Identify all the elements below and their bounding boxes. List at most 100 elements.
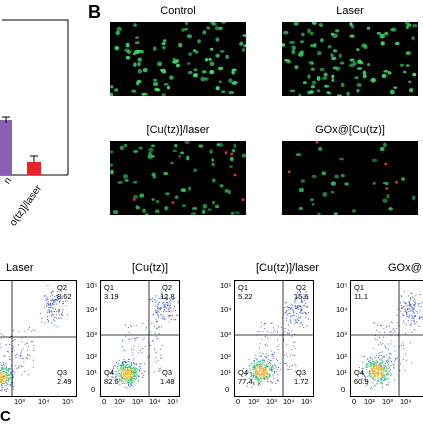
flow-event bbox=[2, 379, 3, 380]
flow-event bbox=[377, 362, 378, 363]
cell-green bbox=[138, 69, 142, 74]
flow-event bbox=[276, 369, 277, 370]
flow-event bbox=[131, 362, 132, 363]
bar-purple bbox=[0, 120, 12, 175]
flow-event bbox=[48, 303, 49, 304]
cell-green bbox=[202, 30, 206, 34]
cell-green bbox=[133, 23, 136, 27]
flow-event bbox=[165, 304, 166, 305]
cell-green bbox=[411, 36, 415, 40]
flow-event bbox=[296, 322, 297, 323]
flow-event bbox=[304, 305, 305, 306]
cell-green bbox=[337, 94, 342, 96]
flow-cutzl-xtick-2: 10² bbox=[248, 397, 259, 406]
cell-green bbox=[221, 90, 225, 93]
flow-event bbox=[300, 322, 301, 323]
flow-event bbox=[375, 377, 376, 378]
flow-event bbox=[137, 337, 138, 338]
cell-green bbox=[294, 65, 298, 69]
flow-event bbox=[421, 306, 422, 307]
flow-event bbox=[371, 373, 372, 374]
flow-event bbox=[298, 320, 299, 321]
cell-green bbox=[239, 42, 242, 45]
cell-green bbox=[193, 68, 197, 71]
flow-event bbox=[136, 369, 137, 370]
flow-event bbox=[263, 353, 264, 354]
flow-event bbox=[259, 372, 260, 373]
cell-green bbox=[331, 75, 334, 79]
flow-cutz-q2-label: Q2 bbox=[162, 284, 172, 292]
flow-event bbox=[294, 364, 295, 365]
flow-event bbox=[259, 370, 260, 371]
flow-event bbox=[119, 379, 120, 380]
flow-title-laser: Laser bbox=[6, 262, 34, 274]
cell-green bbox=[229, 91, 235, 94]
flow-event bbox=[249, 368, 250, 369]
flow-event bbox=[299, 306, 300, 307]
flow-event bbox=[409, 302, 410, 303]
flow-event bbox=[374, 379, 375, 380]
flow-event bbox=[409, 315, 410, 316]
flow-event bbox=[137, 369, 138, 370]
cell-red bbox=[172, 201, 175, 204]
cell-green bbox=[301, 179, 306, 183]
cell-green bbox=[373, 182, 376, 185]
flow-event bbox=[403, 359, 404, 360]
flow-event bbox=[276, 367, 277, 368]
flow-event bbox=[126, 377, 127, 378]
cell-green bbox=[185, 141, 190, 144]
flow-event bbox=[23, 361, 24, 362]
flow-event bbox=[381, 344, 382, 345]
flow-event bbox=[386, 360, 387, 361]
flow-event bbox=[291, 307, 292, 308]
flow-event bbox=[118, 363, 119, 364]
flow-event bbox=[257, 374, 258, 375]
flow-event bbox=[9, 377, 10, 378]
cell-green bbox=[135, 36, 139, 39]
flow-event bbox=[412, 310, 413, 311]
flow-event bbox=[175, 310, 176, 311]
flow-event bbox=[369, 370, 370, 371]
flow-event bbox=[382, 368, 383, 369]
cell-green bbox=[187, 34, 192, 38]
cell-green bbox=[289, 41, 295, 44]
flow-event bbox=[381, 359, 382, 360]
flow-event bbox=[411, 293, 412, 294]
flow-event bbox=[62, 309, 63, 310]
cell-red bbox=[225, 151, 228, 154]
flow-event bbox=[155, 312, 156, 313]
cell-green bbox=[228, 190, 231, 195]
flow-event bbox=[176, 315, 177, 316]
flow-event bbox=[142, 339, 143, 340]
flow-event bbox=[53, 319, 54, 320]
flow-event bbox=[296, 316, 297, 317]
flow-event bbox=[294, 311, 295, 312]
flow-event bbox=[136, 338, 137, 339]
cell-green bbox=[216, 86, 220, 90]
flow-event bbox=[375, 372, 376, 373]
flow-cutzl-xtick-0: 0 bbox=[236, 397, 240, 406]
cell-green bbox=[400, 64, 404, 67]
flow-event bbox=[381, 376, 382, 377]
flow-event bbox=[119, 384, 120, 385]
panel-c-letter: C bbox=[0, 408, 11, 425]
flow-event bbox=[159, 302, 160, 303]
flow-event bbox=[3, 356, 4, 357]
cell-green bbox=[219, 184, 223, 187]
flow-event bbox=[255, 377, 256, 378]
cell-green bbox=[303, 81, 307, 84]
flow-event bbox=[125, 366, 126, 367]
flow-event bbox=[157, 312, 158, 313]
cell-red bbox=[234, 174, 237, 177]
flow-event bbox=[271, 361, 272, 362]
flow-event bbox=[264, 367, 265, 368]
flow-event bbox=[128, 385, 129, 386]
flow-event bbox=[405, 333, 406, 334]
flow-event bbox=[383, 377, 384, 378]
cell-green bbox=[126, 43, 130, 47]
flow-event bbox=[44, 296, 45, 297]
flow-event bbox=[253, 383, 254, 384]
flow-event bbox=[280, 363, 281, 364]
cell-green bbox=[331, 78, 334, 82]
flow-event bbox=[256, 371, 257, 372]
